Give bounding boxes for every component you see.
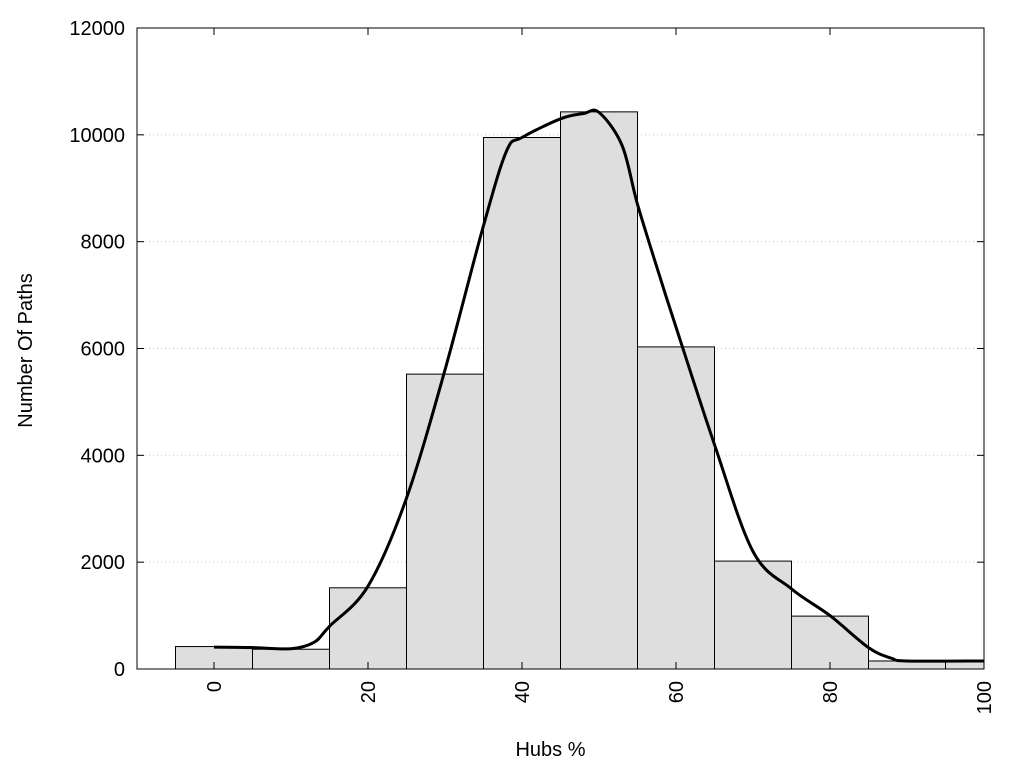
x-tick-label: 40 — [512, 681, 534, 703]
histogram-bar — [252, 648, 330, 670]
x-tick-label: 60 — [666, 681, 688, 703]
histogram-bar — [406, 373, 484, 670]
y-axis-title: Number Of Paths — [15, 273, 37, 428]
density-curve — [213, 108, 985, 663]
histogram-bars — [175, 111, 985, 670]
histogram-bar — [791, 615, 869, 670]
y-tick-label: 0 — [114, 659, 125, 681]
y-tick-label: 4000 — [81, 445, 126, 467]
x-tick-label: 80 — [820, 681, 842, 703]
y-tick-label: 10000 — [69, 125, 125, 147]
x-tick-label: 0 — [204, 681, 226, 692]
x-tick-label: 100 — [974, 681, 996, 714]
histogram-bar — [714, 560, 792, 670]
y-tick-label: 2000 — [81, 552, 126, 574]
x-axis-ticks: 0 20 40 60 80 100 — [204, 28, 996, 714]
y-tick-label: 8000 — [81, 232, 126, 254]
histogram-bar — [637, 346, 715, 670]
histogram-bar — [560, 111, 638, 670]
y-tick-label: 12000 — [69, 18, 125, 40]
x-tick-label: 20 — [358, 681, 380, 703]
x-axis-title: Hubs % — [515, 739, 585, 761]
density-curve-layer — [213, 108, 985, 663]
histogram-bar — [483, 137, 561, 670]
y-tick-label: 6000 — [81, 339, 126, 361]
y-axis-ticks: 0 2000 4000 6000 8000 10000 12000 — [69, 18, 984, 681]
histogram-bar — [329, 587, 407, 670]
